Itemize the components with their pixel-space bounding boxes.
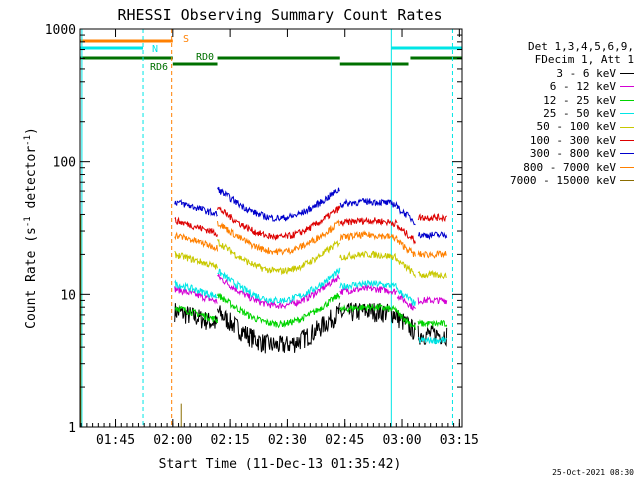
legend-label: 12 - 25 keV bbox=[543, 93, 616, 107]
series-line-1-seg0 bbox=[174, 285, 218, 305]
series-line-7-seg1 bbox=[217, 219, 341, 256]
series-line-0-seg3 bbox=[396, 310, 416, 340]
series-line-0-seg0 bbox=[174, 303, 218, 330]
y-tick-label-3: 1000 bbox=[45, 23, 76, 38]
series-line-7-seg3 bbox=[396, 239, 416, 258]
chart-title: RHESSI Observing Summary Count Rates bbox=[117, 6, 442, 24]
legend-item: 50 - 100 keV bbox=[510, 120, 634, 133]
series-line-4-seg4 bbox=[417, 269, 447, 280]
plot-frame bbox=[79, 28, 463, 428]
series-line-7-seg4 bbox=[417, 249, 447, 259]
legend-label: 50 - 100 keV bbox=[536, 120, 616, 134]
series-line-7-seg0 bbox=[174, 231, 218, 252]
series-line-6-seg0 bbox=[174, 199, 218, 217]
series-line-5-seg2 bbox=[339, 216, 398, 228]
legend-header-text: Det 1,3,4,5,6,9, bbox=[528, 40, 634, 53]
legend-swatch bbox=[620, 166, 634, 168]
series-line-5-seg0 bbox=[174, 216, 218, 238]
legend-item: 12 - 25 keV bbox=[510, 94, 634, 107]
series-line-4-seg0 bbox=[174, 250, 218, 270]
series-line-5-seg1 bbox=[217, 205, 341, 241]
series-line-3-seg0 bbox=[174, 279, 218, 299]
series-line-1-seg1 bbox=[217, 273, 341, 310]
legend-swatch bbox=[620, 139, 634, 141]
y-tick-label-2: 100 bbox=[53, 156, 76, 171]
x-tick-label-5: 03:00 bbox=[382, 433, 421, 448]
series-line-1-seg3 bbox=[396, 293, 416, 311]
series-line-4-seg3 bbox=[396, 259, 416, 278]
axes: 01:45 02:00 02:15 02:30 02:45 03:00 03:15 1 10 10… bbox=[45, 23, 479, 448]
series-line-4-seg1 bbox=[217, 239, 341, 276]
series-line-3-seg2 bbox=[339, 279, 398, 291]
series-line-6-seg2 bbox=[339, 197, 398, 209]
legend-swatch bbox=[620, 126, 634, 128]
y-axis-label: Count Rate (s-1 detector-1) bbox=[23, 127, 39, 329]
series-line-6-seg1 bbox=[217, 186, 340, 222]
series-line-7-seg2 bbox=[339, 229, 398, 242]
legend-swatch bbox=[620, 72, 634, 74]
series-line-5-seg3 bbox=[396, 224, 416, 245]
x-axis-label: Start Time (11-Dec-13 01:35:42) bbox=[159, 457, 402, 472]
legend-label: 7000 - 15000 keV bbox=[510, 173, 616, 187]
legend-swatch bbox=[620, 153, 634, 155]
series-line-1-seg4 bbox=[417, 295, 448, 306]
series-line-1-seg2 bbox=[339, 283, 398, 296]
x-tick-label-6: 03:15 bbox=[440, 433, 479, 448]
x-tick-label-4: 02:45 bbox=[325, 433, 364, 448]
series-line-2-seg4 bbox=[417, 319, 448, 328]
legend-label: 800 - 7000 keV bbox=[523, 160, 616, 174]
y-tick-label-0: 1 bbox=[68, 421, 76, 436]
x-tick-label-0: 01:45 bbox=[96, 433, 135, 448]
series-line-6-seg3 bbox=[396, 204, 416, 226]
legend-swatch bbox=[620, 180, 634, 182]
series-line-0-seg1 bbox=[217, 302, 341, 354]
series-line-6-seg4 bbox=[417, 231, 448, 241]
annotation-s: S bbox=[183, 34, 189, 45]
legend-label: 100 - 300 keV bbox=[529, 133, 616, 147]
legend-header-2: FDecim 1, Att 1 bbox=[510, 53, 634, 66]
legend: Det 1,3,4,5,6,9, FDecim 1, Att 1 3 - 6 k… bbox=[510, 40, 634, 187]
y-tick-label-1: 10 bbox=[60, 288, 76, 303]
legend-item: 800 - 7000 keV bbox=[510, 161, 634, 174]
legend-swatch bbox=[620, 113, 634, 115]
legend-item: 25 - 50 keV bbox=[510, 107, 634, 120]
legend-label: 25 - 50 keV bbox=[543, 106, 616, 120]
legend-swatch bbox=[620, 99, 634, 101]
legend-label: 6 - 12 keV bbox=[549, 80, 616, 94]
x-tick-label-2: 02:15 bbox=[211, 433, 250, 448]
legend-item: 100 - 300 keV bbox=[510, 134, 634, 147]
series-line-2-seg2 bbox=[339, 303, 398, 313]
annotation-n: N bbox=[152, 44, 158, 55]
series-line-3-seg1 bbox=[217, 267, 341, 305]
legend-item: 300 - 800 keV bbox=[510, 147, 634, 160]
series-line-0-seg2 bbox=[339, 302, 398, 324]
legend-item: 3 - 6 keV bbox=[510, 67, 634, 80]
x-tick-label-1: 02:00 bbox=[153, 433, 192, 448]
legend-header-text: FDecim 1, Att 1 bbox=[534, 53, 634, 67]
series-line-2-seg0 bbox=[174, 304, 218, 324]
legend-label: 300 - 800 keV bbox=[529, 147, 616, 161]
plot-area: S N RD0 RD6 bbox=[80, 29, 462, 427]
legend-item: 7000 - 15000 keV bbox=[510, 174, 634, 187]
series-line-2-seg3 bbox=[396, 310, 416, 331]
series-line-4-seg2 bbox=[339, 250, 398, 262]
series-line-3-seg4 bbox=[418, 336, 447, 345]
series-line-5-seg4 bbox=[417, 213, 448, 223]
legend-header-1: Det 1,3,4,5,6,9, bbox=[510, 40, 634, 53]
legend-item: 6 - 12 keV bbox=[510, 80, 634, 93]
series-line-2-seg1 bbox=[217, 292, 341, 329]
footer-date: 25-Oct-2021 08:30 bbox=[552, 468, 634, 477]
annotation-rd0: RD0 bbox=[196, 52, 214, 63]
legend-swatch bbox=[620, 86, 634, 88]
series-line-0-seg4 bbox=[417, 325, 448, 348]
annotation-rd6: RD6 bbox=[150, 62, 168, 73]
x-tick-label-3: 02:30 bbox=[268, 433, 307, 448]
legend-label: 3 - 6 keV bbox=[556, 66, 616, 80]
series-line-3-seg3 bbox=[396, 287, 416, 307]
